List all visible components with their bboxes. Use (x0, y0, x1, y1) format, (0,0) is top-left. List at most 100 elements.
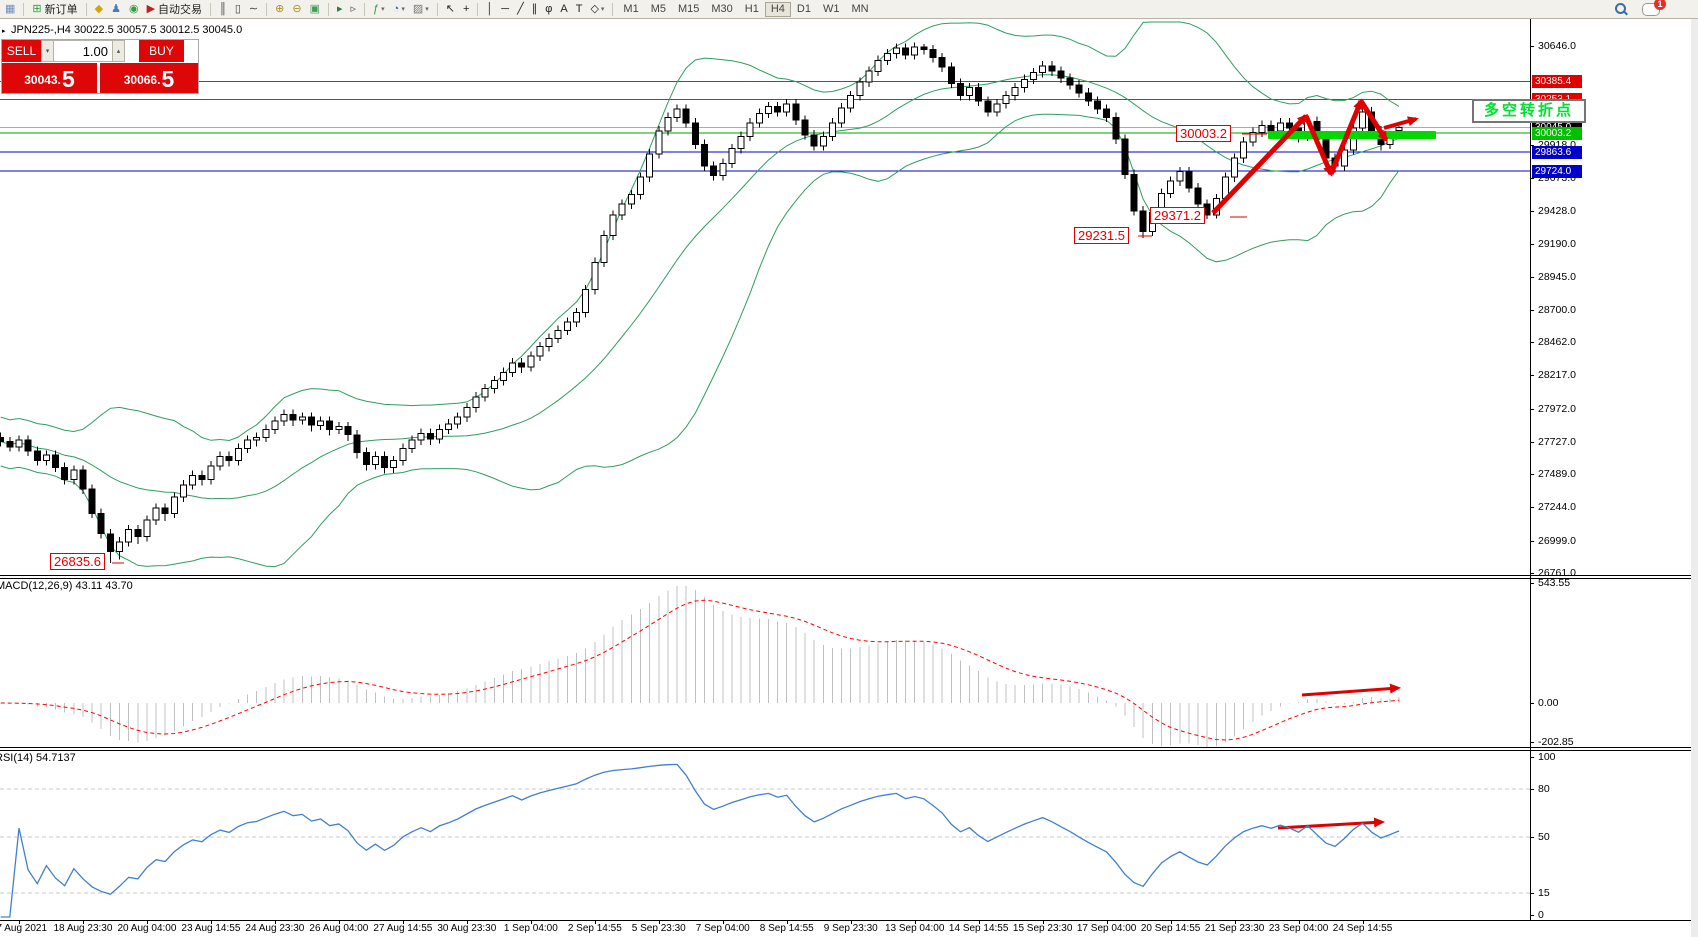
candlestick-chart-button[interactable]: ▯ (232, 1, 244, 18)
search-icon[interactable] (1614, 2, 1628, 16)
crosshair-button[interactable]: + (460, 1, 472, 18)
trendline-button[interactable]: ╱ (514, 1, 527, 18)
timeframe-button-m15[interactable]: M15 (677, 2, 700, 15)
buy-price-pip: 5 (161, 66, 175, 92)
trendline-icon: ╱ (517, 2, 524, 15)
chart-shift-icon: ▹ (350, 2, 357, 15)
timeframe-button-m1[interactable]: M1 (623, 2, 639, 15)
auto-scroll-icon: ▸ (336, 2, 343, 15)
periods-button[interactable]: ◔ ▾ (390, 1, 408, 18)
profile-button[interactable]: ◆ (92, 1, 106, 18)
fibonacci-button[interactable]: φ (542, 1, 555, 18)
rsi-line (0, 763, 1400, 918)
sell-price-main: 30043 (24, 73, 58, 87)
timeframe-button-w1[interactable]: W1 (822, 2, 840, 15)
macd-histogram (9, 586, 1400, 747)
timeframe-toolbar: M1 M5 M15 M30 H1 H4 D1 W1 MN (617, 1, 874, 17)
trend-arrows[interactable] (1211, 98, 1419, 830)
periods-icon: ◔ (392, 2, 400, 15)
timeframe-button-h1[interactable]: H1 (744, 2, 759, 15)
callout-connectors (112, 133, 1267, 564)
buy-price-dot: . (157, 73, 161, 87)
chart-shift-button[interactable]: ▹ (348, 1, 360, 18)
buy-button[interactable]: BUY (139, 40, 184, 62)
volume-input[interactable] (54, 40, 112, 62)
cursor-button[interactable]: ↖ (443, 1, 458, 18)
support-zone-bar[interactable] (1268, 131, 1436, 139)
toolbar-separator (266, 2, 268, 16)
chart-window-button[interactable]: ▦ (2, 1, 18, 18)
timeframe-button-mn[interactable]: MN (851, 2, 869, 15)
rsi-indicator-label: RSI(14) 54.7137 (0, 752, 76, 764)
label-icon: T (575, 2, 583, 15)
new-order-icon: ⊞ (32, 2, 42, 15)
chart-corner-icon: ▸ (2, 28, 6, 35)
macd-indicator-label: MACD(12,26,9) 43.11 43.70 (0, 580, 133, 592)
toolbar-icon-groups: ▦ ⊞ 新订单 ◆ ♟ ◉ ▶ 自动交易 ║ ▯ ∼ ⊕ ⊖ ▣ ▸ ▹ ƒ ▾ ◔ ▾ ▨ ▾ ↖ + │ ─ ╱ ∥ φ A T ◇ ▾ (1, 1, 608, 18)
market-watch-icon: ♟ (111, 2, 121, 15)
auto-scroll-button[interactable]: ▸ (334, 1, 346, 18)
templates-button[interactable]: ▨ ▾ (410, 1, 432, 18)
main-macd-separator[interactable] (0, 575, 1691, 579)
tile-windows-icon: ▣ (309, 2, 320, 15)
timeframe-button-m30[interactable]: M30 (711, 2, 733, 15)
toolbar-separator (477, 2, 479, 16)
new-order-label: 新订单 (44, 4, 78, 16)
auto-trading-button[interactable]: ▶ 自动交易 (144, 1, 205, 18)
chevron-down-icon: ▾ (600, 6, 605, 13)
sell-button[interactable]: SELL (2, 40, 41, 62)
window-edge-strip (1691, 19, 1698, 937)
channel-button[interactable]: ∥ (529, 1, 541, 18)
toolbar-right-group: 1 (1614, 0, 1666, 16)
profile-icon: ◆ (94, 2, 104, 15)
macd-rsi-separator[interactable] (0, 747, 1691, 751)
zoom-out-button[interactable]: ⊖ (289, 1, 304, 18)
horizontal-line-button[interactable]: ─ (498, 1, 512, 18)
bar-chart-button[interactable]: ║ (216, 1, 230, 18)
crosshair-icon: + (462, 2, 470, 15)
macd-signal-line (0, 599, 1400, 741)
vertical-line-button[interactable]: │ (483, 1, 496, 18)
broadcast-icon: ◉ (128, 2, 139, 15)
toolbar-separator (210, 2, 212, 16)
notifications-icon[interactable]: 1 (1642, 0, 1666, 16)
zoom-in-button[interactable]: ⊕ (272, 1, 287, 18)
timeframe-button-h4[interactable]: H4 (764, 1, 791, 17)
sell-price-button[interactable]: 30043. 5 (2, 63, 97, 93)
label-button[interactable]: T (573, 1, 586, 18)
text-button[interactable]: A (557, 1, 570, 18)
arrows-button[interactable]: ◇ ▾ (587, 1, 607, 18)
market-watch-button[interactable]: ♟ (108, 1, 124, 18)
turning-point-text-label[interactable]: 多空转折点 (1472, 99, 1586, 123)
horizontal-price-lines[interactable] (0, 80, 1530, 172)
new-order-button[interactable]: ⊞ 新订单 (29, 1, 80, 18)
zoom-in-icon: ⊕ (275, 2, 285, 15)
text-icon: A (560, 2, 568, 15)
broadcast-button[interactable]: ◉ (126, 1, 142, 18)
timeframe-button-m5[interactable]: M5 (650, 2, 666, 15)
price-axis-border (1530, 19, 1531, 920)
one-click-price-row: 30043. 5 30066. 5 (2, 63, 198, 93)
fibonacci-icon: φ (545, 2, 553, 15)
line-chart-button[interactable]: ∼ (246, 1, 261, 18)
cursor-icon: ↖ (445, 2, 455, 15)
bar-chart-icon: ║ (219, 2, 227, 15)
notification-badge: 1 (1654, 0, 1666, 10)
buy-price-button[interactable]: 30066. 5 (100, 63, 198, 93)
sell-price-pip: 5 (61, 66, 75, 92)
indicators-button[interactable]: ƒ ▾ (370, 1, 388, 18)
sell-price-dot: . (57, 73, 61, 87)
toolbar: ▦ ⊞ 新订单 ◆ ♟ ◉ ▶ 自动交易 ║ ▯ ∼ ⊕ ⊖ ▣ ▸ ▹ ƒ ▾ ◔ ▾ ▨ ▾ ↖ + │ ─ ╱ ∥ φ A T ◇ ▾ M… (0, 0, 1698, 19)
toolbar-separator (612, 2, 614, 16)
volume-increase-button[interactable]: ▴ (112, 40, 125, 62)
one-click-top-row: SELL ▾ ▴ BUY (2, 40, 198, 62)
channel-icon: ∥ (531, 2, 538, 15)
arrows-icon: ◇ (590, 2, 599, 15)
timeframe-button-d1[interactable]: D1 (796, 2, 811, 15)
toolbar-separator (327, 2, 329, 16)
volume-decrease-button[interactable]: ▾ (41, 40, 54, 62)
tile-windows-button[interactable]: ▣ (307, 1, 323, 18)
horizontal-line-icon: ─ (501, 2, 510, 15)
